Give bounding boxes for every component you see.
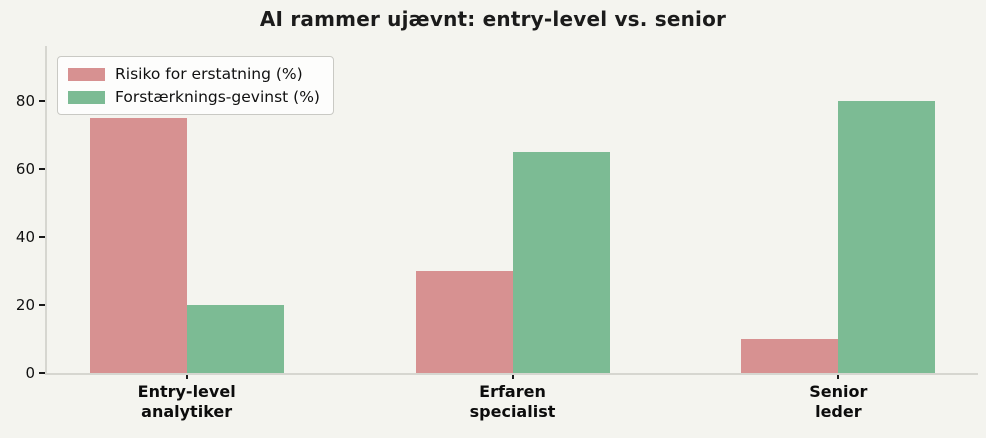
bar-gain-group-1: [512, 151, 610, 373]
legend-label: Risiko for erstatning (%): [115, 65, 303, 83]
legend-swatch-icon: [68, 67, 105, 81]
y-axis-tick-mark: [39, 372, 45, 374]
chart-title: AI rammer ujævnt: entry-level vs. senior: [259, 7, 727, 31]
legend-label: Forstærknings-gevinst (%): [115, 88, 320, 106]
legend-entry: Forstærknings-gevinst (%): [68, 88, 320, 106]
bar-risk-group-2: [741, 338, 839, 373]
plot-area: Risiko for erstatning (%) Forstærknings-g…: [16, 46, 978, 421]
x-axis-category-label: Senior leder: [809, 382, 868, 422]
x-axis-tick-mark: [185, 375, 188, 379]
bar-gain-group-0: [186, 304, 284, 373]
bar-gain-group-2: [838, 100, 936, 373]
y-axis-tick-mark: [39, 235, 45, 238]
y-axis-tick-label: 20: [15, 295, 35, 314]
legend-entry: Risiko for erstatning (%): [68, 65, 320, 83]
y-axis-tick-label: 40: [15, 227, 35, 246]
bar-risk-group-0: [89, 117, 187, 373]
y-axis-tick-label: 60: [15, 159, 35, 178]
y-axis-tick-mark: [39, 167, 45, 170]
x-axis-category-label: Entry-level analytiker: [137, 382, 236, 422]
y-axis-tick-label: 0: [25, 364, 35, 382]
y-axis-tick-label: 80: [15, 91, 35, 110]
legend-swatch-icon: [68, 90, 105, 104]
x-axis-tick-mark: [837, 375, 840, 379]
x-axis-tick-mark: [511, 375, 514, 379]
bar-risk-group-1: [415, 270, 513, 373]
y-axis-tick-mark: [39, 303, 45, 306]
x-axis-category-label: Erfaren specialist: [469, 382, 556, 422]
legend: Risiko for erstatning (%) Forstærknings-g…: [57, 56, 334, 115]
y-axis-tick-mark: [39, 99, 45, 102]
